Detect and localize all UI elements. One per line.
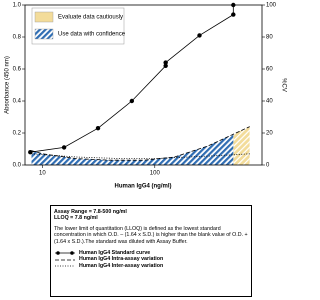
x-tick-label: 10 <box>39 171 46 177</box>
data-point <box>28 150 33 155</box>
legend-marker <box>70 251 74 256</box>
data-point <box>163 63 168 68</box>
region-area <box>31 134 234 165</box>
assay-range: Assay Range = 7.8-500 ng/ml <box>54 209 127 215</box>
y-tick-label: 0.4 <box>13 99 22 105</box>
legend-label: Evaluate data cautiously <box>58 15 123 21</box>
page: Absorbance (450 nm) %CV Human IgG4 (ng/m… <box>5 2 287 297</box>
info-box: Assay Range = 7.8-500 ng/ml LLOQ = 7.8 n… <box>50 205 252 297</box>
data-point <box>95 126 101 131</box>
chart: Absorbance (450 nm) %CV Human IgG4 (ng/m… <box>5 2 287 190</box>
y-axis-label: Absorbance (450 nm) <box>5 56 11 114</box>
region-legend: Evaluate data cautiously Use data with co… <box>31 7 126 45</box>
series-line <box>31 126 250 161</box>
legend-symbol <box>55 265 75 267</box>
data-point <box>129 98 135 104</box>
y2-tick-label: 0 <box>266 163 270 169</box>
data-point <box>231 12 236 17</box>
y-tick-label: 0.0 <box>13 163 22 169</box>
legend: Human IgG4 Standard curve Human IgG4 Intr… <box>54 250 248 269</box>
y-tick-label: 0.2 <box>13 131 22 137</box>
data-point <box>61 145 67 150</box>
legend-entry: Human IgG4 Inter-assay variation <box>54 263 248 269</box>
y-tick-label: 1.0 <box>13 3 22 9</box>
series-line <box>31 153 250 159</box>
legend-label: Human IgG4 Standard curve <box>79 250 151 257</box>
y2-tick-label: 80 <box>266 35 273 41</box>
x-tick-label: 100 <box>150 171 161 177</box>
lloq: LLOQ = 7.8 ng/ml <box>54 215 98 222</box>
legend-label: Human IgG4 Inter-assay variation <box>79 262 164 269</box>
y2-axis-label: %CV <box>280 78 286 92</box>
y2-tick-label: 20 <box>266 131 273 137</box>
data-point <box>197 33 202 38</box>
legend-symbol <box>55 251 75 256</box>
legend-label: Use data with confidence <box>58 32 126 38</box>
region-area <box>233 126 250 165</box>
legend-marker <box>56 251 60 256</box>
data-point <box>163 60 168 65</box>
legend-entry: Human IgG4 Standard curve <box>54 250 248 256</box>
y-tick-label: 0.8 <box>13 35 22 41</box>
plot-frame <box>24 4 263 166</box>
y2-tick-label: 100 <box>266 3 277 9</box>
y2-tick-label: 40 <box>266 99 273 105</box>
x-axis-label: Human IgG4 (ng/ml) <box>115 184 172 190</box>
y2-tick-label: 60 <box>266 67 273 73</box>
data-point <box>231 2 236 8</box>
y-tick-label: 0.6 <box>13 67 22 73</box>
legend-symbol <box>55 259 75 261</box>
legend-entry: Human IgG4 Intra-assay variation <box>54 256 248 262</box>
legend-swatch <box>34 11 54 23</box>
legend-swatch <box>34 28 54 40</box>
note: The lower limit of quantitation (LLOQ) i… <box>54 225 248 245</box>
legend-label: Human IgG4 Intra-assay variation <box>79 256 164 263</box>
